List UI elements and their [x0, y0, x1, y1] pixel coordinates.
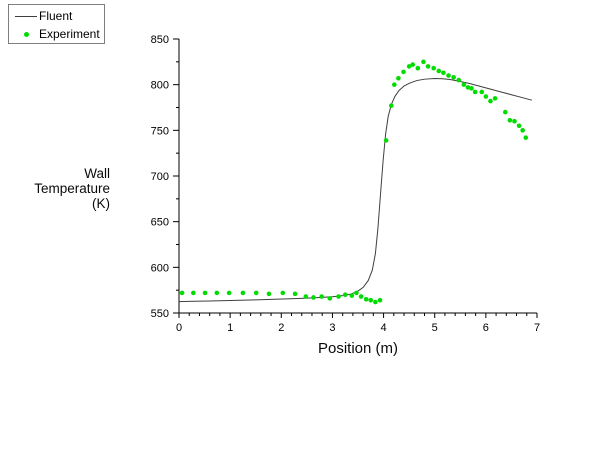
experiment-point [456, 77, 462, 83]
experiment-point [214, 290, 220, 296]
experiment-point [436, 68, 442, 74]
y-tick-label: 700 [151, 171, 169, 183]
y-tick-label: 750 [151, 125, 169, 137]
experiment-point [327, 296, 333, 301]
experiment-point [202, 290, 208, 296]
axis-lines [178, 39, 537, 314]
experiment-point [336, 294, 341, 299]
experiment-point [492, 96, 498, 101]
y-tick-label: 800 [151, 80, 169, 92]
experiment-point [253, 290, 259, 296]
experiment-point [354, 290, 359, 296]
experiment-point [431, 65, 436, 71]
experiment-point [502, 109, 508, 115]
experiment-point [342, 292, 348, 298]
x-tick-label: 6 [483, 322, 489, 334]
experiment-point [472, 89, 478, 95]
experiment-point [358, 294, 364, 299]
experiment-point [311, 295, 316, 300]
experiment-point [421, 59, 426, 65]
experiment-point [392, 82, 397, 87]
experiment-point [240, 290, 246, 296]
experiment-point [383, 138, 389, 143]
experiment-point [410, 62, 416, 67]
line-sample-icon [15, 15, 37, 17]
y-axis-title-line2: Temperature [34, 181, 110, 196]
experiment-point [191, 290, 196, 296]
dot-sample-icon [23, 31, 29, 37]
y-tick-label: 650 [151, 217, 169, 229]
experiment-point [415, 65, 421, 71]
experiment-point [406, 64, 412, 69]
x-axis-title: Position (m) [317, 340, 399, 357]
experiment-point [469, 86, 474, 91]
y-axis-title: Wall Temperature (K) [0, 166, 110, 211]
experiment-point [319, 294, 324, 299]
legend-label-fluent: Fluent [39, 9, 73, 23]
x-tick-label: 2 [278, 322, 284, 334]
experiment-point [507, 117, 513, 123]
experiment-point [451, 75, 456, 80]
experiment-point [303, 294, 309, 299]
x-tick-label: 7 [534, 322, 540, 334]
experiment-point [349, 293, 355, 298]
experiment-point [179, 290, 185, 296]
experiment-point [446, 73, 451, 78]
experiment-point [226, 290, 232, 296]
experiment-point [368, 297, 374, 303]
y-tick-label: 550 [151, 308, 169, 320]
experiment-point [425, 64, 431, 69]
legend-label-experiment: Experiment [39, 27, 100, 41]
y-axis-title-line3: (K) [92, 196, 110, 211]
legend-item-experiment: Experiment [13, 25, 104, 43]
experiment-dot-swatch [13, 31, 39, 37]
fluent-curve [178, 77, 533, 303]
experiment-point [266, 291, 272, 297]
experiment-point [516, 123, 522, 129]
experiment-point [512, 118, 517, 124]
experiment-point [520, 128, 525, 133]
experiment-point [377, 297, 383, 303]
experiment-point [388, 103, 394, 108]
y-axis-title-line1: Wall [84, 166, 110, 181]
experiment-point [441, 70, 446, 76]
y-tick-label: 600 [151, 262, 169, 274]
experiment-point [363, 297, 369, 302]
experiment-point [292, 291, 298, 297]
experiment-point [373, 299, 378, 305]
experiment-point [461, 82, 467, 87]
x-tick-label: 4 [381, 322, 387, 334]
experiment-point [396, 75, 401, 81]
experiment-point [523, 135, 529, 140]
x-tick-label: 1 [227, 322, 233, 334]
x-tick-label: 3 [329, 322, 335, 334]
legend: Fluent Experiment [8, 4, 105, 44]
fluent-line-swatch [13, 15, 39, 17]
experiment-point [488, 98, 493, 104]
experiment-point [483, 94, 489, 99]
experiment-point [465, 85, 471, 90]
x-tick-label: 5 [432, 322, 438, 334]
experiment-point [280, 290, 286, 296]
experiment-point [401, 69, 406, 75]
x-tick-label: 0 [176, 322, 182, 334]
y-tick-label: 850 [151, 34, 169, 46]
legend-item-fluent: Fluent [13, 7, 104, 25]
experiment-point [479, 89, 485, 95]
